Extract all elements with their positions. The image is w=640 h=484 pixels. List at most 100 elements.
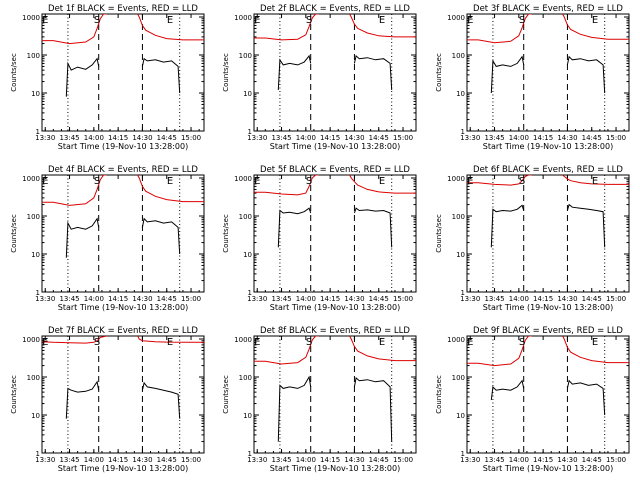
- x-axis-label: Start Time (19-Nov-10 13:28:00): [58, 303, 188, 312]
- y-tick-label: 10: [456, 251, 465, 259]
- x-tick-label: 14:45: [369, 134, 389, 142]
- lld-series-line: [254, 336, 319, 365]
- y-tick-label: 100: [239, 374, 252, 382]
- panel-title: Det 3f BLACK = Events, RED = LLD: [473, 4, 623, 14]
- event-marker-label: E: [42, 15, 48, 26]
- events-series-line: [353, 207, 393, 248]
- event-marker-label: S: [306, 337, 312, 348]
- y-tick-label: 1: [36, 128, 40, 136]
- y-axis-label: Counts/sec: [435, 214, 443, 253]
- y-tick-label: 1000: [22, 14, 40, 22]
- plot-frame: [41, 335, 205, 454]
- events-series-line: [490, 204, 525, 248]
- lld-series-line: [42, 336, 107, 344]
- event-marker-label: E: [379, 337, 385, 348]
- x-axis-label: Start Time (19-Nov-10 13:28:00): [483, 142, 613, 151]
- x-tick-label: 13:30: [247, 134, 267, 142]
- event-marker-label: E: [254, 15, 260, 26]
- x-tick-label: 14:30: [132, 134, 152, 142]
- plot-frame: [41, 13, 205, 132]
- x-tick-label: 14:15: [108, 134, 128, 142]
- x-axis-label: Start Time (19-Nov-10 13:28:00): [483, 303, 613, 312]
- x-tick-label: 13:45: [59, 456, 79, 464]
- panel-title: Det 7f BLACK = Events, RED = LLD: [48, 326, 198, 336]
- plot-frame: [466, 13, 630, 132]
- event-marker-label: E: [467, 337, 473, 348]
- x-tick-label: 14:15: [533, 456, 553, 464]
- plot-frame: [253, 335, 417, 454]
- y-tick-label: 1: [461, 289, 465, 297]
- x-tick-label: 13:45: [484, 456, 504, 464]
- y-tick-label: 100: [27, 374, 40, 382]
- x-tick-label: 13:30: [35, 456, 55, 464]
- events-series-line: [141, 217, 181, 255]
- lld-series-line: [467, 336, 532, 367]
- event-marker-label: S: [519, 337, 525, 348]
- plot-frame: [41, 174, 205, 293]
- x-tick-label: 14:00: [509, 134, 529, 142]
- y-tick-label: 100: [452, 213, 465, 221]
- x-tick-label: 14:45: [369, 295, 389, 303]
- lld-series-line: [349, 336, 416, 362]
- x-tick-label: 13:30: [35, 134, 55, 142]
- x-tick-label: 14:15: [108, 295, 128, 303]
- x-tick-label: 13:45: [271, 134, 291, 142]
- plot-frame: [466, 335, 630, 454]
- x-tick-label: 13:30: [247, 295, 267, 303]
- y-axis-label: Counts/sec: [10, 375, 18, 414]
- x-tick-label: 14:30: [344, 456, 364, 464]
- event-marker-label: E: [167, 337, 173, 348]
- y-axis-label: Counts/sec: [10, 53, 18, 92]
- lld-series-line: [562, 14, 629, 40]
- x-tick-label: 15:00: [181, 456, 201, 464]
- x-tick-label: 14:30: [557, 295, 577, 303]
- plot-frame: [466, 174, 630, 293]
- detector-panel-2: Det 2f BLACK = Events, RED = LLD 13:30 13:…: [222, 4, 417, 151]
- lld-series-line: [254, 14, 319, 41]
- plot-frame: [253, 174, 417, 293]
- x-tick-label: 14:15: [320, 134, 340, 142]
- x-tick-label: 14:00: [296, 456, 316, 464]
- x-tick-label: 14:45: [369, 456, 389, 464]
- x-tick-label: 14:15: [533, 134, 553, 142]
- y-tick-label: 1000: [22, 175, 40, 183]
- panel-title: Det 6f BLACK = Events, RED = LLD: [473, 165, 623, 175]
- lld-series-line: [42, 14, 107, 45]
- y-tick-label: 10: [456, 90, 465, 98]
- x-tick-label: 14:15: [320, 295, 340, 303]
- x-tick-label: 15:00: [606, 456, 626, 464]
- x-tick-label: 13:45: [271, 456, 291, 464]
- detector-panel-8: Det 8f BLACK = Events, RED = LLD 13:30 13:…: [222, 326, 417, 473]
- detector-panel-6: Det 6f BLACK = Events, RED = LLD 13:30 13:…: [435, 165, 630, 312]
- x-tick-label: 13:30: [35, 295, 55, 303]
- lld-series-line: [137, 175, 204, 203]
- x-tick-label: 13:45: [271, 295, 291, 303]
- x-axis-label: Start Time (19-Nov-10 13:28:00): [483, 464, 613, 473]
- detector-panel-5: Det 5f BLACK = Events, RED = LLD 13:30 13:…: [222, 165, 417, 312]
- lld-series-line: [562, 175, 629, 185]
- event-marker-label: E: [42, 337, 48, 348]
- x-tick-label: 14:00: [509, 295, 529, 303]
- event-marker-label: E: [167, 15, 173, 26]
- event-marker-label: E: [42, 176, 48, 187]
- event-marker-label: S: [306, 176, 312, 187]
- y-tick-label: 1000: [234, 14, 252, 22]
- x-tick-label: 15:00: [606, 134, 626, 142]
- y-tick-label: 10: [243, 90, 252, 98]
- y-axis-label: Counts/sec: [222, 214, 230, 253]
- events-series-line: [353, 54, 393, 91]
- events-series-line: [490, 55, 525, 94]
- x-tick-label: 14:45: [157, 295, 177, 303]
- x-tick-label: 13:45: [59, 295, 79, 303]
- x-tick-label: 13:30: [460, 134, 480, 142]
- events-series-line: [353, 376, 393, 442]
- event-marker-label: E: [254, 337, 260, 348]
- y-axis-label: Counts/sec: [222, 53, 230, 92]
- x-tick-label: 14:45: [157, 134, 177, 142]
- y-tick-label: 1000: [234, 175, 252, 183]
- event-marker-label: S: [94, 15, 100, 26]
- x-tick-label: 14:15: [108, 456, 128, 464]
- x-tick-label: 15:00: [606, 295, 626, 303]
- y-tick-label: 1000: [22, 336, 40, 344]
- y-tick-label: 10: [31, 251, 40, 259]
